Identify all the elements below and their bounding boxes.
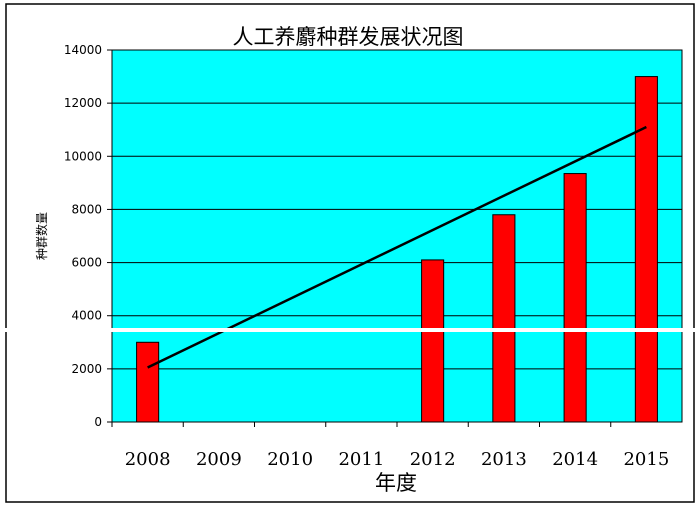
chart-title: 人工养麝种群发展状况图 [233,25,464,49]
x-tick-label: 2014 [552,449,598,470]
white-band [0,328,700,332]
x-tick-label: 2013 [481,449,527,470]
y-tick-label: 6000 [71,256,102,270]
y-axis-label: 种群数量 [34,212,49,260]
y-tick-labels: 0 2000 4000 6000 8000 10000 12000 14000 [64,43,102,429]
bar [136,341,160,423]
x-tick-label: 2015 [623,449,669,470]
bar [492,214,516,423]
x-tick-labels: 2008 2009 2010 2011 2012 2013 2014 2015 [111,422,669,470]
grid-layer [107,49,682,423]
y-tick-label: 10000 [64,149,102,163]
x-axis-label: 年度 [375,471,417,495]
x-tick-label: 2012 [410,449,456,470]
x-tick-label: 2010 [267,449,313,470]
trend-layer [147,125,647,369]
y-tick-label: 12000 [64,96,102,110]
bar [563,173,587,423]
y-tick-label: 0 [94,415,102,429]
bar-layer [136,76,658,423]
y-tick-label: 14000 [64,43,102,57]
plot-area [111,49,683,423]
x-tick-label: 2009 [196,449,242,470]
y-tick-label: 4000 [71,309,102,323]
y-tick-label: 8000 [71,202,102,216]
x-tick-label: 2008 [125,449,171,470]
y-tick-label: 2000 [71,362,102,376]
trend-line [147,125,647,369]
x-tick-label: 2011 [338,449,384,470]
bar [421,259,445,423]
